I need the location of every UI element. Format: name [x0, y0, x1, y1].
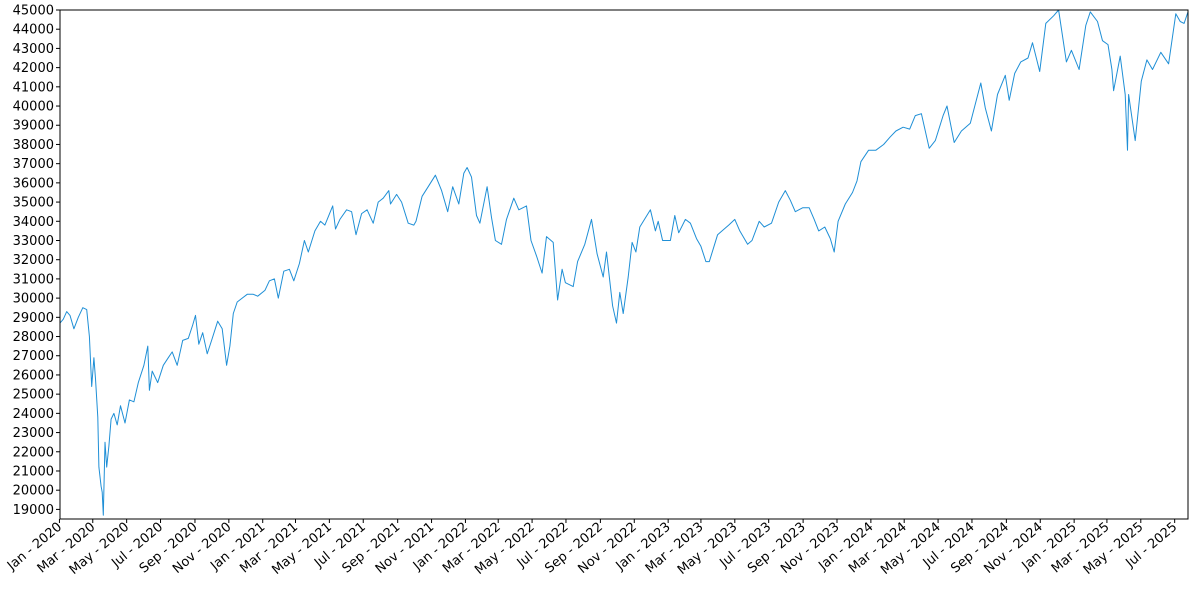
- series-line: [59, 9, 1189, 516]
- y-tick-label: 43000: [13, 42, 54, 57]
- y-tick-label: 24000: [13, 407, 54, 422]
- y-tick-label: 40000: [13, 100, 54, 115]
- y-tick-label: 30000: [13, 292, 54, 307]
- y-tick-label: 19000: [13, 503, 54, 518]
- y-tick-label: 37000: [13, 157, 54, 172]
- y-tick-label: 38000: [13, 138, 54, 153]
- y-tick-label: 39000: [13, 119, 54, 134]
- y-tick-label: 22000: [13, 445, 54, 460]
- y-tick-label: 25000: [13, 388, 54, 403]
- y-tick-label: 32000: [13, 253, 54, 268]
- y-tick-label: 28000: [13, 330, 54, 345]
- y-tick-label: 45000: [13, 4, 54, 19]
- y-tick-label: 33000: [13, 234, 54, 249]
- y-tick-label: 26000: [13, 368, 54, 383]
- y-tick-label: 23000: [13, 426, 54, 441]
- y-tick-label: 42000: [13, 61, 54, 76]
- y-tick-label: 29000: [13, 311, 54, 326]
- y-axis: 19000 20000 21000 22000 23000 24000 25000 26000…: [13, 4, 60, 518]
- plot-frame: [59, 9, 1189, 520]
- y-tick-label: 27000: [13, 349, 54, 364]
- y-tick-label: 31000: [13, 272, 54, 287]
- y-tick-label: 35000: [13, 196, 54, 211]
- y-tick-label: 34000: [13, 215, 54, 230]
- y-tick-label: 36000: [13, 176, 54, 191]
- y-tick-label: 41000: [13, 80, 54, 95]
- y-tick-label: 21000: [13, 464, 54, 479]
- y-tick-label: 44000: [13, 23, 54, 38]
- y-tick-label: 20000: [13, 484, 54, 499]
